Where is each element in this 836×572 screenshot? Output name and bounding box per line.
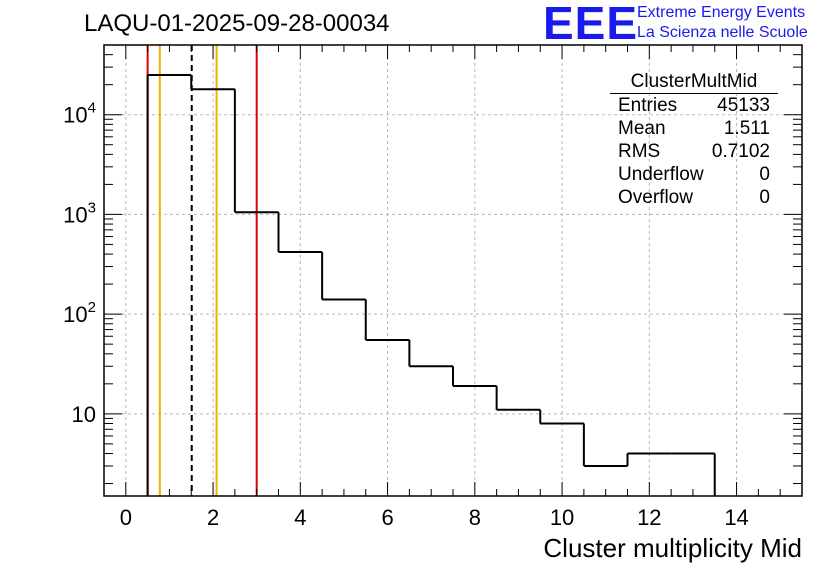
reference-lines	[146, 45, 258, 496]
x-tick-label: 4	[294, 505, 306, 530]
stats-label: Overflow	[618, 187, 693, 208]
stats-title: ClusterMultMid	[610, 71, 778, 94]
stats-value: 45133	[717, 95, 770, 116]
logo-line-1: Extreme Energy Events	[637, 4, 806, 21]
y-tick-label: 104	[63, 100, 96, 128]
stats-row-mean: Mean 1.511	[610, 117, 778, 140]
eee-logo-text: Extreme Energy Events La Scienza nelle S…	[637, 3, 808, 43]
stats-row-entries: Entries 45133	[610, 94, 778, 117]
x-tick-label: 10	[550, 505, 574, 530]
logo-line-2: La Scienza nelle Scuole	[637, 24, 808, 41]
grid-layer	[104, 45, 802, 496]
x-tick-label: 2	[207, 505, 219, 530]
stats-value: 0	[759, 164, 770, 185]
stats-box: ClusterMultMid Entries 45133 Mean 1.511 …	[610, 71, 778, 209]
y-tick-label: 102	[63, 299, 96, 327]
x-tick-label: 14	[724, 505, 748, 530]
stats-row-rms: RMS 0.7102	[610, 140, 778, 163]
histogram-bars	[146, 74, 716, 496]
x-tick-label: 0	[120, 505, 132, 530]
x-tick-label: 8	[469, 505, 481, 530]
axis-ticks	[104, 44, 802, 496]
chart-title: LAQU-01-2025-09-28-00034	[84, 10, 390, 37]
y-tick-label: 10	[72, 402, 96, 427]
stats-value: 0	[759, 187, 770, 208]
stats-row-underflow: Underflow 0	[610, 163, 778, 186]
stats-label: Mean	[618, 118, 666, 139]
eee-logo: EEE	[543, 0, 639, 49]
stats-value: 1.511	[723, 118, 770, 139]
stats-label: Underflow	[618, 164, 704, 185]
stats-label: RMS	[618, 141, 661, 162]
x-axis-label: Cluster multiplicity Mid	[543, 533, 802, 563]
stats-row-overflow: Overflow 0	[610, 186, 778, 209]
x-tick-label: 6	[381, 505, 393, 530]
tick-labels: 0 2 4 6 8 10 12 14 10 102 103 104	[63, 100, 749, 530]
y-tick-label: 103	[63, 199, 96, 227]
x-tick-label: 12	[637, 505, 661, 530]
stats-label: Entries	[618, 95, 678, 116]
stats-value: 0.7102	[711, 141, 770, 162]
